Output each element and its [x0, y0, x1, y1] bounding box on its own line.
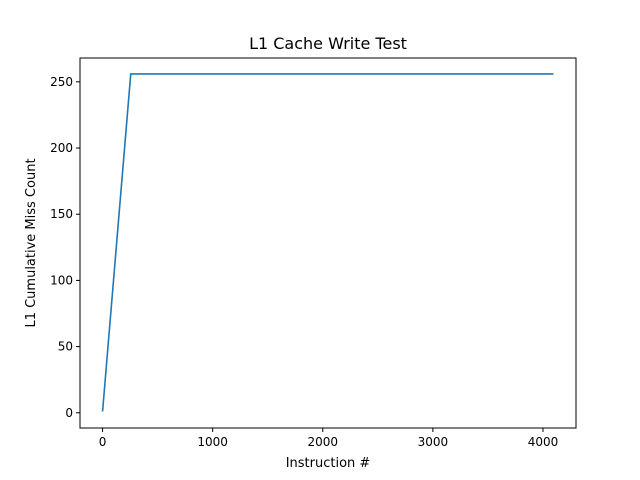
- y-tick-label: 100: [50, 273, 73, 287]
- plot-frame: [79, 57, 577, 429]
- y-tick-label: 50: [58, 340, 73, 354]
- chart-title: L1 Cache Write Test: [249, 34, 407, 53]
- x-tick-label: 0: [99, 435, 107, 449]
- y-axis-ticks: 0 50 100 150 200 250: [50, 75, 80, 420]
- series-layer: [101, 73, 554, 412]
- plot-area: [80, 58, 576, 428]
- x-tick-label: 3000: [418, 435, 449, 449]
- y-tick-label: 200: [50, 141, 73, 155]
- y-tick-label: 0: [65, 406, 73, 420]
- x-tick-label: 4000: [528, 435, 559, 449]
- x-tick-label: 2000: [307, 435, 338, 449]
- series-line-0: [101, 73, 554, 412]
- y-tick-label: 250: [50, 75, 73, 89]
- x-tick-label: 1000: [197, 435, 228, 449]
- y-tick-label: 150: [50, 207, 73, 221]
- x-axis-ticks: 0 1000 2000 3000 4000: [99, 428, 558, 449]
- x-axis-label: Instruction #: [286, 456, 371, 471]
- y-axis-label: L1 Cumulative Miss Count: [24, 158, 39, 327]
